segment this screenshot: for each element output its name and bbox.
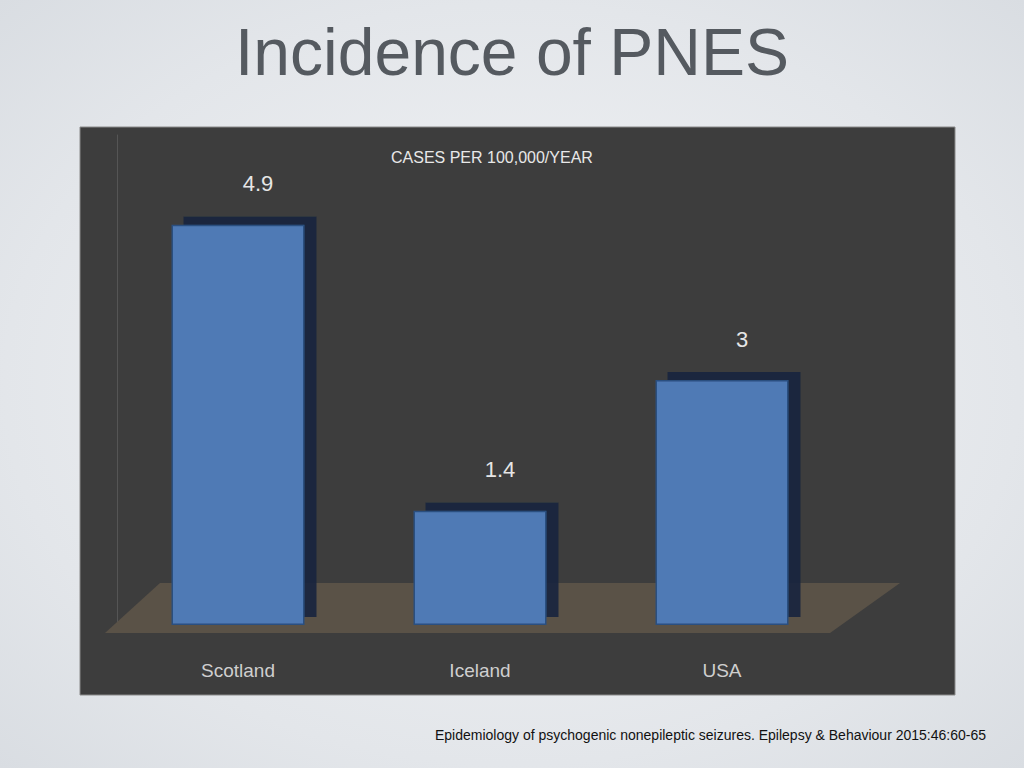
svg-text:Epidemiology of psychogenic no: Epidemiology of psychogenic nonepileptic… <box>435 727 986 743</box>
svg-text:Iceland: Iceland <box>449 660 510 681</box>
svg-text:4.9: 4.9 <box>243 171 274 196</box>
svg-text:Scotland: Scotland <box>201 660 275 681</box>
svg-text:3: 3 <box>736 327 748 352</box>
svg-text:1.4: 1.4 <box>485 457 516 482</box>
svg-text:Incidence of PNES: Incidence of PNES <box>235 15 789 89</box>
svg-text:USA: USA <box>702 660 741 681</box>
svg-text:CASES PER 100,000/YEAR: CASES PER 100,000/YEAR <box>391 149 593 166</box>
